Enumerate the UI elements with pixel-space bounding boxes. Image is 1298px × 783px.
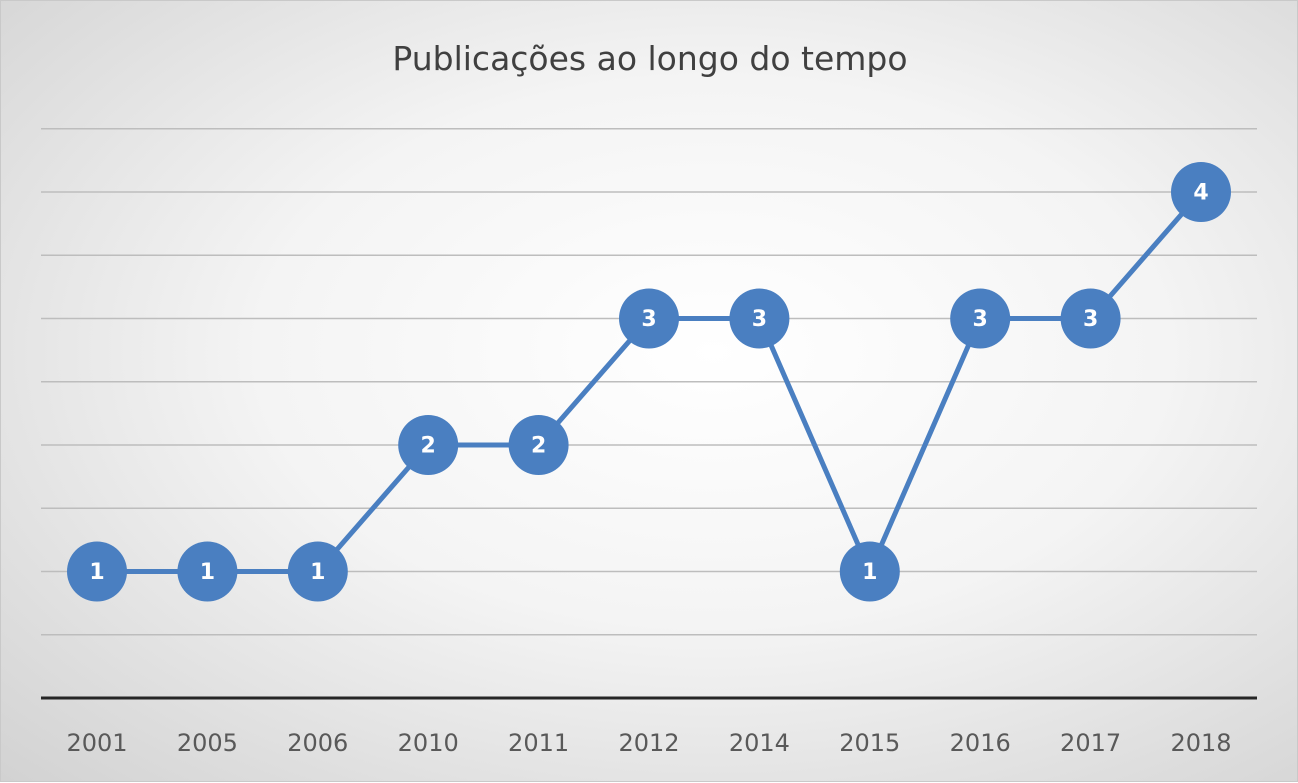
x-tick-label: 2001 [66,729,127,757]
data-label: 2 [531,434,546,459]
x-tick-label: 2014 [729,729,790,757]
data-label: 1 [862,560,877,585]
data-point [950,288,1011,349]
x-tick-label: 2015 [839,729,900,757]
data-point [67,541,127,602]
data-points: 1 1 1 2 2 3 3 1 3 3 4 [67,162,1231,602]
x-tick-label: 2006 [287,729,348,757]
data-label: 3 [641,307,656,332]
x-tick-label: 2018 [1170,729,1231,757]
data-label: 1 [310,560,325,585]
data-point [619,288,679,349]
data-point [508,415,569,475]
x-tick-label: 2005 [177,729,238,757]
x-tick-label: 2011 [508,729,569,757]
data-point [177,541,238,602]
x-tick-label: 2017 [1060,729,1121,757]
data-point [839,541,900,602]
data-label: 1 [89,560,104,585]
data-label: 3 [752,307,767,332]
data-label: 4 [1193,181,1208,206]
data-point [398,415,459,475]
data-label: 3 [973,307,988,332]
x-tick-label: 2010 [398,729,459,757]
data-point [1171,162,1231,222]
data-point [729,288,790,349]
data-label: 2 [421,434,436,459]
data-point [287,541,348,602]
chart-title: Publicações ao longo do tempo [392,39,908,78]
x-tick-label: 2012 [618,729,679,757]
x-tick-labels: 2001 2005 2006 2010 2011 2012 2014 2015 2016 2017… [66,729,1231,757]
data-point [1060,288,1121,349]
x-tick-label: 2016 [950,729,1011,757]
data-label: 3 [1083,307,1098,332]
data-label: 1 [200,560,215,585]
